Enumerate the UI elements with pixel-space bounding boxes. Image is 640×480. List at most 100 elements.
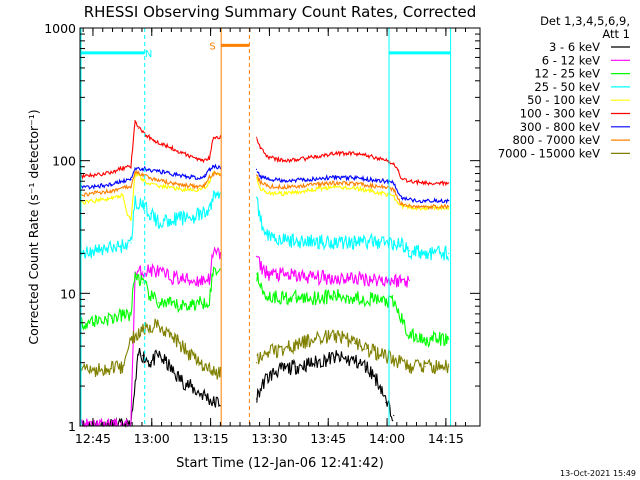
series-0-point-22 xyxy=(381,388,383,390)
series-0-point-8 xyxy=(181,379,183,382)
y-tick-label-1: 10 xyxy=(60,286,76,301)
series-0-point-17 xyxy=(314,362,316,364)
series-2-point-6 xyxy=(142,282,144,284)
series-7-point-21 xyxy=(338,182,340,184)
series-7-point-26 xyxy=(397,197,399,199)
series-3-point-21 xyxy=(353,241,356,243)
series-4-point-12 xyxy=(197,189,199,191)
series-2-point-14 xyxy=(212,269,214,271)
series-7-point-19 xyxy=(302,184,305,187)
x-tick-label-3: 13:30 xyxy=(251,431,287,446)
series-6-point-14 xyxy=(212,166,214,168)
series-4-point-16 xyxy=(255,176,258,178)
series-8-point-4 xyxy=(130,338,132,340)
series-6-point-3 xyxy=(122,180,124,182)
series-5-point-23 xyxy=(361,153,363,155)
series-8-point-9 xyxy=(169,332,171,334)
series-7-point-3 xyxy=(122,187,124,189)
series-6-point-6 xyxy=(142,168,144,170)
series-5-point-14 xyxy=(212,136,214,138)
legend-label-2: 12 - 25 keV xyxy=(534,67,600,81)
series-1-point-5 xyxy=(157,271,160,273)
legend-item-7: 800 - 7000 keV xyxy=(512,133,630,147)
series-6-point-21 xyxy=(338,176,340,178)
series-1-point-16 xyxy=(314,276,316,278)
series-line-5 xyxy=(79,119,449,187)
series-8-point-7 xyxy=(153,324,156,326)
series-6-point-2 xyxy=(110,184,112,186)
series-2-point-15 xyxy=(255,273,258,275)
annotation-layer: NS xyxy=(80,28,452,426)
series-4-point-3 xyxy=(122,194,124,196)
series-2-point-7 xyxy=(149,295,152,297)
series-0-point-12 xyxy=(212,402,214,404)
series-7-point-7 xyxy=(149,177,152,179)
series-3-point-3 xyxy=(122,244,124,246)
series-4-point-26 xyxy=(393,195,395,197)
series-4-point-29 xyxy=(412,207,414,209)
series-3-point-2 xyxy=(110,247,112,249)
series-3-point-14 xyxy=(212,194,214,196)
series-7-point-9 xyxy=(173,183,175,185)
series-3-point-28 xyxy=(448,252,450,254)
series-5-point-10 xyxy=(177,150,179,152)
series-5-point-17 xyxy=(267,156,269,158)
series-5 xyxy=(79,119,450,187)
series-3 xyxy=(79,190,450,261)
series-5-point-27 xyxy=(397,169,399,171)
series-4-point-11 xyxy=(185,189,187,191)
series-0-point-7 xyxy=(173,372,175,374)
series-6-point-12 xyxy=(204,175,207,178)
series-8-point-21 xyxy=(342,337,344,339)
series-5-point-30 xyxy=(424,182,426,184)
series-7-point-18 xyxy=(283,186,285,188)
series-8-point-17 xyxy=(283,348,285,350)
series-8-point-1 xyxy=(95,370,97,372)
series-6-point-15 xyxy=(255,168,258,170)
series-1-point-20 xyxy=(393,279,395,282)
x-axis-label: Start Time (12-Jan-06 12:41:42) xyxy=(176,456,384,471)
series-2-point-24 xyxy=(408,335,411,337)
series-3-point-11 xyxy=(193,215,195,218)
series-5-point-13 xyxy=(208,157,211,159)
series-5-point-18 xyxy=(283,160,285,162)
series-8-point-23 xyxy=(365,348,367,350)
legend-label-6: 300 - 800 keV xyxy=(520,120,600,134)
series-8-point-10 xyxy=(181,345,183,347)
series-3-point-8 xyxy=(157,222,160,224)
timestamp: 13-Oct-2021 15:49 xyxy=(560,469,636,478)
series-7-point-13 xyxy=(208,176,211,178)
series-1-point-13 xyxy=(259,265,261,267)
series-6-point-28 xyxy=(412,200,414,202)
series-7-point-25 xyxy=(393,188,395,190)
legend-label-0: 3 - 6 keV xyxy=(549,40,600,54)
series-0-point-6 xyxy=(165,362,167,364)
legend-item-1: 6 - 12 keV xyxy=(542,53,630,67)
axes-layer: 12:45 13:00 13:15 13:30 13:45 14:00 14:15 1 10 10… xyxy=(44,21,480,446)
series-0-point-13 xyxy=(255,398,258,400)
series-3-point-1 xyxy=(95,249,97,252)
series-8-point-14 xyxy=(255,362,258,364)
legend-item-4: 50 - 100 keV xyxy=(527,93,630,107)
x-tick-label-2: 13:15 xyxy=(193,431,229,446)
series-0-point-14 xyxy=(263,379,265,382)
y-tick-label-0: 1 xyxy=(68,419,76,434)
series-8-point-8 xyxy=(161,327,163,329)
series-3-point-26 xyxy=(424,252,426,254)
series-3-point-9 xyxy=(169,218,171,221)
series-7-point-30 xyxy=(440,206,442,208)
series-5-point-8 xyxy=(153,139,156,142)
legend-label-3: 25 - 50 keV xyxy=(534,80,600,94)
series-5-point-19 xyxy=(299,158,301,161)
series-7-point-15 xyxy=(255,174,258,176)
series-5-point-29 xyxy=(408,180,411,182)
series-5-point-28 xyxy=(400,178,403,180)
series-8-point-6 xyxy=(146,326,148,328)
legend-header-line1: Det 1,3,4,5,6,9, xyxy=(540,14,630,28)
series-0-point-20 xyxy=(365,366,367,368)
series-3-point-12 xyxy=(200,214,203,216)
series-3-point-27 xyxy=(440,252,442,254)
series-5-point-6 xyxy=(138,127,140,130)
